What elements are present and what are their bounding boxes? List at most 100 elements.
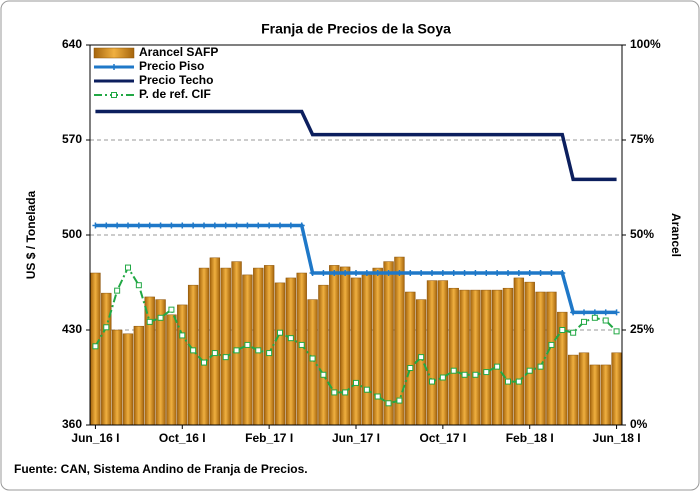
- marker: [103, 324, 110, 331]
- bar: [166, 314, 177, 426]
- legend-label: Precio Piso: [139, 59, 204, 73]
- bar: [600, 364, 611, 426]
- line-series: [95, 109, 617, 182]
- y2-tick-label: 50%: [630, 227, 654, 241]
- marker: [309, 355, 316, 362]
- marker: [179, 332, 186, 339]
- marker: [591, 314, 598, 321]
- bar: [144, 296, 155, 426]
- chart-title: Franja de Precios de la Soya: [261, 21, 451, 37]
- bar: [405, 291, 416, 426]
- bar: [274, 282, 286, 426]
- marker: [461, 270, 468, 276]
- bar: [589, 364, 601, 426]
- marker: [287, 335, 294, 342]
- marker: [353, 379, 359, 386]
- marker: [266, 350, 273, 357]
- marker: [298, 222, 305, 229]
- marker: [135, 222, 142, 229]
- legend-marker: [111, 64, 117, 70]
- marker: [548, 341, 555, 348]
- marker: [602, 317, 609, 324]
- marker: [244, 341, 251, 348]
- marker: [494, 270, 501, 276]
- marker: [450, 367, 457, 374]
- x-tick-label: Jun_17 I: [332, 431, 380, 445]
- marker: [591, 309, 598, 316]
- marker: [331, 270, 338, 276]
- marker: [92, 343, 99, 350]
- y2-tick-label: 75%: [630, 132, 654, 146]
- marker: [363, 386, 370, 393]
- x-tick-label: Oct_16 I: [159, 431, 206, 445]
- marker: [483, 270, 490, 276]
- marker: [201, 222, 207, 229]
- marker: [515, 378, 522, 385]
- bar: [372, 267, 383, 426]
- marker: [450, 270, 457, 276]
- marker: [233, 347, 240, 354]
- bar: [242, 274, 253, 426]
- x-tick-label: Jun_18 I: [593, 431, 641, 445]
- bar: [426, 280, 438, 426]
- marker: [613, 328, 620, 335]
- marker: [570, 309, 577, 316]
- bar: [122, 333, 134, 426]
- marker: [125, 264, 131, 271]
- marker: [396, 270, 403, 276]
- marker: [125, 222, 131, 229]
- bar: [220, 267, 231, 426]
- marker: [266, 222, 273, 229]
- marker: [201, 359, 207, 366]
- bar: [481, 289, 492, 426]
- marker: [602, 309, 609, 316]
- source-note: Fuente: CAN, Sistema Andino de Franja de…: [14, 462, 308, 476]
- y2-tick-label: 100%: [630, 37, 661, 51]
- marker: [114, 287, 121, 294]
- marker: [581, 318, 587, 325]
- bar: [502, 287, 514, 426]
- marker: [570, 329, 577, 336]
- bar: [329, 265, 340, 426]
- bar: [253, 267, 264, 426]
- marker: [146, 222, 153, 229]
- bar: [459, 289, 470, 426]
- marker: [244, 222, 251, 229]
- marker: [114, 222, 121, 229]
- marker: [505, 270, 511, 276]
- y2-axis-label: Arancel: [669, 213, 683, 257]
- marker: [472, 371, 479, 378]
- marker: [505, 378, 511, 385]
- marker: [429, 378, 435, 385]
- marker: [277, 329, 283, 336]
- bar: [470, 289, 481, 426]
- marker: [418, 354, 425, 361]
- marker: [331, 389, 338, 396]
- marker: [103, 222, 110, 229]
- bar: [285, 277, 297, 426]
- y-axis-label: US $ / Tonelada: [24, 190, 38, 279]
- marker: [92, 222, 99, 229]
- y-tick-label: 570: [62, 132, 82, 146]
- marker: [168, 222, 175, 229]
- marker: [537, 363, 544, 370]
- marker: [526, 367, 533, 374]
- legend-marker: [111, 92, 117, 98]
- marker: [277, 222, 283, 229]
- bar: [350, 277, 362, 426]
- marker: [515, 270, 522, 276]
- x-tick-label: Jun_16 I: [71, 431, 119, 445]
- bar: [578, 352, 590, 426]
- marker: [222, 222, 229, 229]
- marker: [298, 341, 305, 348]
- marker: [385, 400, 392, 407]
- legend-label: P. de ref. CIF: [139, 87, 211, 101]
- x-tick-label: Oct_17 I: [420, 431, 467, 445]
- y-tick-label: 640: [62, 37, 82, 51]
- bar: [524, 281, 535, 426]
- marker: [439, 374, 446, 381]
- marker: [255, 347, 262, 354]
- marker: [309, 270, 316, 276]
- legend-label: Precio Techo: [139, 73, 213, 87]
- marker: [168, 306, 175, 313]
